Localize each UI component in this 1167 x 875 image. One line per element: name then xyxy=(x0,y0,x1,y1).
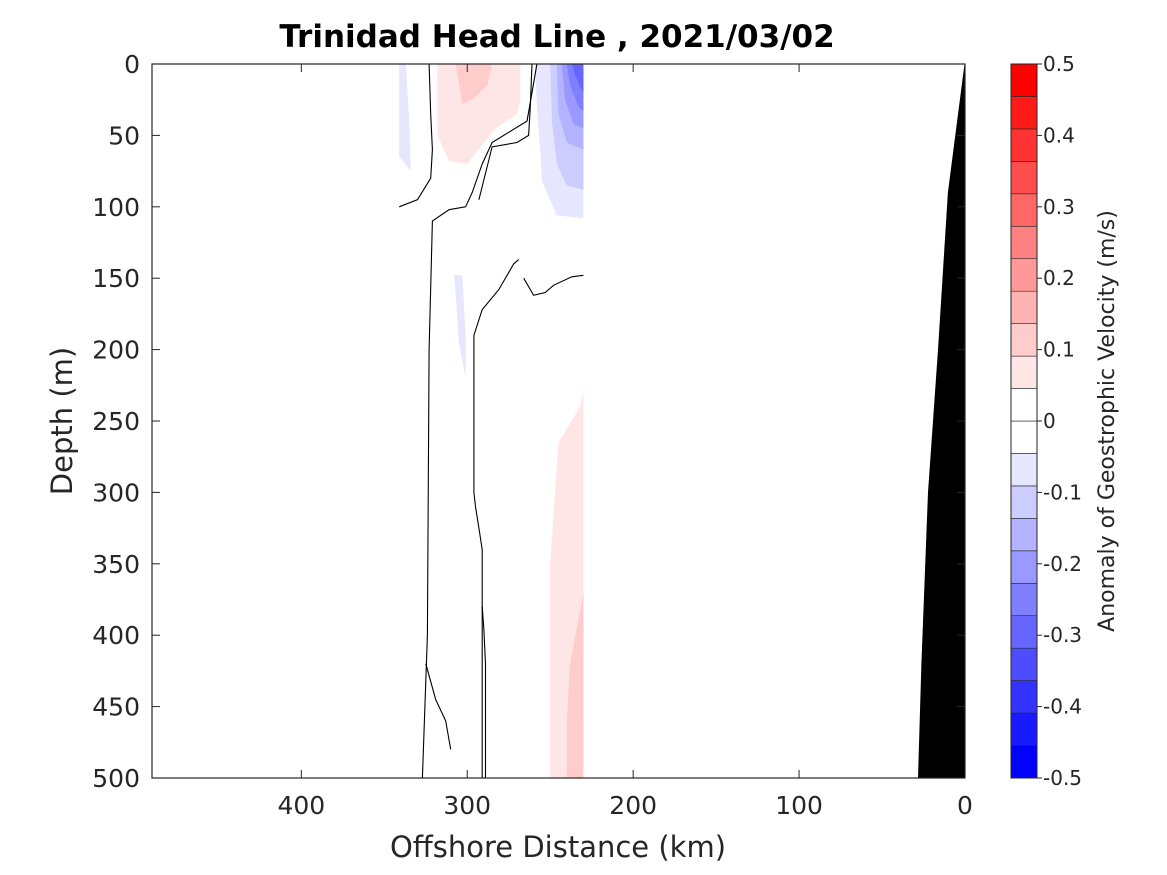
colorbar-cell xyxy=(1010,290,1038,324)
y-tick-label: 400 xyxy=(92,621,140,650)
colorbar-cell xyxy=(1010,680,1038,714)
continental-shelf xyxy=(917,64,965,778)
x-tick-label: 100 xyxy=(775,791,823,820)
colorbar-cell xyxy=(1010,225,1038,260)
velocity-filled-contours xyxy=(399,64,584,778)
colorbar-cell xyxy=(1010,96,1038,130)
zero-contour-2 xyxy=(478,64,533,200)
colorbar-tick-label: 0.2 xyxy=(1043,266,1075,290)
colorbar-cells xyxy=(1010,63,1038,779)
colorbar-cell xyxy=(1010,258,1038,292)
colorbar-cell xyxy=(1010,420,1038,454)
velocity-region-11 xyxy=(566,592,584,778)
colorbar-tick-label: 0.1 xyxy=(1043,338,1075,362)
zero-contour-1 xyxy=(421,64,538,778)
colorbar-cell xyxy=(1010,453,1038,487)
colorbar-cell xyxy=(1010,161,1038,195)
y-tick-label: 0 xyxy=(124,50,140,79)
x-tick-label: 300 xyxy=(443,791,491,820)
colorbar-cell xyxy=(1010,712,1038,746)
zero-contour-6 xyxy=(425,663,452,750)
zero-contour-5 xyxy=(481,606,487,778)
y-tick-label: 500 xyxy=(92,764,140,793)
colorbar-ticks: -0.5 -0.4 -0.3 -0.2 -0.1 0 0.1 0.2 0.3 0.4 0.5 xyxy=(1037,52,1082,790)
zero-contour-0 xyxy=(399,64,433,208)
x-tick-label: 0 xyxy=(957,791,973,820)
colorbar-cell xyxy=(1010,582,1038,617)
bathymetry-mask xyxy=(917,64,965,778)
colorbar-tick-label: 0.4 xyxy=(1043,123,1075,147)
y-tick-label: 350 xyxy=(92,550,140,579)
colorbar-cell xyxy=(1010,550,1038,584)
chart-title: Trinidad Head Line , 2021/03/02 xyxy=(279,19,834,55)
velocity-region-0 xyxy=(399,64,411,172)
y-tick-label: 50 xyxy=(108,121,140,150)
colorbar-tick-label: -0.1 xyxy=(1043,480,1082,504)
colorbar-cell xyxy=(1010,63,1038,97)
colorbar-cell xyxy=(1010,388,1038,422)
x-axis-label: Offshore Distance (km) xyxy=(390,830,726,864)
colorbar-cell xyxy=(1010,745,1038,779)
velocity-region-9 xyxy=(455,64,493,104)
zero-contour-4 xyxy=(523,274,584,296)
x-axis-ticks: 400 300 200 100 0 xyxy=(277,64,973,820)
y-tick-label: 150 xyxy=(92,264,140,293)
zero-contour-lines xyxy=(399,64,584,778)
colorbar-cell xyxy=(1010,615,1038,649)
colorbar-cell xyxy=(1010,323,1038,357)
colorbar-tick-label: 0.3 xyxy=(1043,195,1075,219)
velocity-region-6 xyxy=(571,64,584,93)
colorbar-tick-label: -0.3 xyxy=(1043,623,1082,647)
colorbar-tick-label: -0.2 xyxy=(1043,552,1082,576)
y-tick-label: 250 xyxy=(92,407,140,436)
colorbar-cell xyxy=(1010,518,1038,552)
x-tick-label: 200 xyxy=(609,791,657,820)
colorbar-tick-label: -0.5 xyxy=(1043,766,1082,790)
colorbar-tick-label: 0.5 xyxy=(1043,52,1075,76)
velocity-region-7 xyxy=(454,275,466,379)
plot-area: 400 300 200 100 0 0 50 100 150 200 250 300 350 400 45… xyxy=(92,50,973,820)
colorbar-cell xyxy=(1010,355,1038,389)
y-tick-label: 450 xyxy=(92,693,140,722)
colorbar: -0.5 -0.4 -0.3 -0.2 -0.1 0 0.1 0.2 0.3 0.4 0.5 Ano… xyxy=(1010,52,1120,790)
colorbar-cell xyxy=(1010,193,1038,227)
y-tick-label: 300 xyxy=(92,478,140,507)
colorbar-cell xyxy=(1010,128,1038,162)
y-tick-label: 200 xyxy=(92,336,140,365)
colorbar-tick-label: -0.4 xyxy=(1043,695,1082,719)
colorbar-cell xyxy=(1010,647,1038,681)
y-axis-label: Depth (m) xyxy=(45,347,79,495)
y-axis-ticks: 0 50 100 150 200 250 300 350 400 450 500 xyxy=(92,50,965,793)
x-tick-label: 400 xyxy=(277,791,325,820)
zero-contour-3 xyxy=(473,259,520,778)
y-tick-label: 100 xyxy=(92,193,140,222)
colorbar-tick-label: 0 xyxy=(1043,409,1056,433)
velocity-region-8 xyxy=(437,64,521,164)
colorbar-cell xyxy=(1010,485,1038,519)
colorbar-label: Anomaly of Geostrophic Velocity (m/s) xyxy=(1095,210,1120,632)
